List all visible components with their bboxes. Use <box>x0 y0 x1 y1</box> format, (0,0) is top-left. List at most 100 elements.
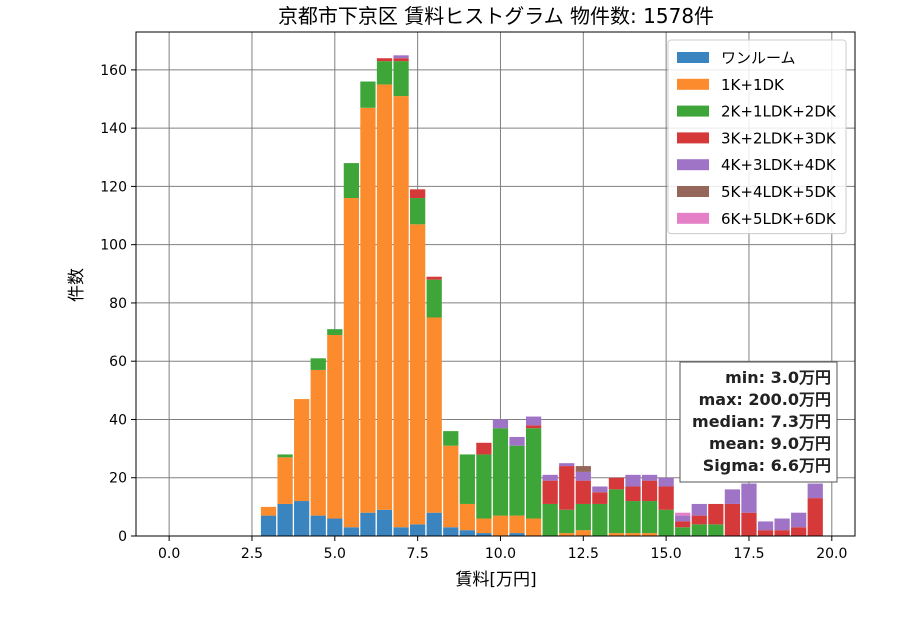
bar-segment <box>492 419 509 429</box>
y-tick-label: 20 <box>109 471 127 487</box>
bar-segment <box>774 530 790 536</box>
bar-segment <box>459 503 475 531</box>
stats-box-frame <box>679 361 838 483</box>
bar-segment <box>509 515 525 534</box>
bar-segment <box>592 492 608 504</box>
bar-segment <box>791 512 807 528</box>
bar-segment <box>691 515 707 525</box>
y-tick-label: 80 <box>109 296 127 312</box>
bar-segment <box>343 527 359 536</box>
x-tick-label: 7.5 <box>407 546 429 562</box>
bar-segment <box>625 533 641 536</box>
bar-segment <box>575 503 591 531</box>
bar-segment <box>509 436 525 446</box>
bar-segment <box>360 107 376 513</box>
bar-segment <box>310 515 326 536</box>
bar-segment <box>575 466 591 472</box>
y-tick-label: 160 <box>100 63 127 79</box>
bar-segment <box>691 503 707 516</box>
bar-segment <box>327 334 343 519</box>
legend-swatch <box>677 78 709 90</box>
bar-segment <box>360 512 376 536</box>
legend-label: 5K+4LDK+5DK <box>721 183 837 201</box>
bar-segment <box>509 533 525 536</box>
x-tick-label: 2.5 <box>241 546 263 562</box>
bar-segment <box>559 533 575 536</box>
bar-segment <box>525 518 542 536</box>
x-axis-label: 賃料[万円] <box>455 570 536 590</box>
bar-segment <box>310 358 326 370</box>
bar-segment <box>774 518 790 531</box>
bar-segment <box>492 515 509 536</box>
bar-segment <box>327 329 343 335</box>
bar-segment <box>575 471 591 481</box>
bar-segment <box>592 486 608 493</box>
bar-segment <box>426 279 442 318</box>
stats-line: mean: 9.0万円 <box>709 434 831 453</box>
x-tick-label: 15.0 <box>651 546 682 562</box>
bar-segment <box>757 521 774 531</box>
bar-segment <box>575 530 591 536</box>
bar-segment <box>393 527 409 536</box>
bar-segment <box>575 480 591 504</box>
bar-segment <box>542 503 558 536</box>
bar-segment <box>327 518 343 536</box>
y-tick-label: 100 <box>100 238 127 254</box>
bar-segment <box>410 224 426 525</box>
bar-segment <box>260 506 277 516</box>
bar-segment <box>675 527 691 536</box>
bar-segment <box>277 503 293 536</box>
bar-segment <box>260 515 277 536</box>
bar-segment <box>625 486 641 502</box>
x-tick-label: 20.0 <box>816 546 847 562</box>
bar-segment <box>708 503 724 525</box>
bar-segment <box>608 489 625 534</box>
bar-segment <box>376 61 393 85</box>
bar-segment <box>675 515 691 522</box>
y-tick-label: 60 <box>109 354 127 370</box>
bar-segment <box>641 474 658 481</box>
chart-title: 京都市下京区 賃料ヒストグラム 物件数: 1578件 <box>278 4 714 28</box>
bar-segment <box>675 512 691 516</box>
bar-segment <box>641 501 658 534</box>
bar-segment <box>376 509 393 536</box>
bar-segment <box>459 454 475 504</box>
bar-segment <box>675 521 691 528</box>
stats-line: min: 3.0万円 <box>725 368 831 387</box>
bar-segment <box>492 428 509 516</box>
legend-swatch <box>677 186 709 197</box>
bar-segment <box>393 55 409 59</box>
bar-segment <box>625 474 641 487</box>
bar-segment <box>310 369 326 516</box>
bar-segment <box>625 501 641 534</box>
bar-segment <box>608 533 625 536</box>
x-tick-label: 0.0 <box>158 546 180 562</box>
bar-segment <box>807 498 823 536</box>
bar-segment <box>525 428 542 519</box>
y-tick-label: 140 <box>100 121 127 137</box>
bar-segment <box>509 445 525 516</box>
bar-segment <box>791 527 807 536</box>
legend-label: 3K+2LDK+3DK <box>721 129 837 147</box>
bar-segment <box>542 480 558 504</box>
legend-swatch <box>677 159 709 171</box>
bar-segment <box>641 480 658 502</box>
legend-swatch <box>677 212 709 224</box>
x-tick-label: 5.0 <box>324 546 346 562</box>
bar-segment <box>393 58 409 62</box>
plot-area: 0.0 2.5 5.0 7.5 10.0 12.5 15.0 17.5 20.0 0 20 40 60 8… <box>100 31 856 562</box>
bar-segment <box>476 518 492 534</box>
bar-segment <box>658 486 674 510</box>
bar-segment <box>443 445 459 528</box>
legend-label: 2K+1LDK+2DK <box>721 103 837 121</box>
stats-box: min: 3.0万円 max: 200.0万円 median: 7.3万円 mean:… <box>679 361 838 483</box>
bar-segment <box>525 425 542 429</box>
bar-segment <box>426 276 442 280</box>
bar-segment <box>476 454 492 519</box>
bar-segment <box>724 489 741 504</box>
bar-segment <box>757 530 774 536</box>
bar-segment <box>376 84 393 510</box>
bar-segment <box>376 58 393 62</box>
bar-segment <box>724 503 741 536</box>
